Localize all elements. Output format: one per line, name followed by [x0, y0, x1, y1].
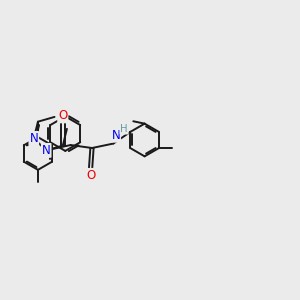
Text: N: N	[42, 144, 51, 157]
Text: N: N	[29, 132, 38, 145]
Text: N: N	[111, 129, 120, 142]
Text: O: O	[58, 110, 68, 122]
Text: H: H	[120, 124, 128, 134]
Text: O: O	[86, 169, 95, 182]
